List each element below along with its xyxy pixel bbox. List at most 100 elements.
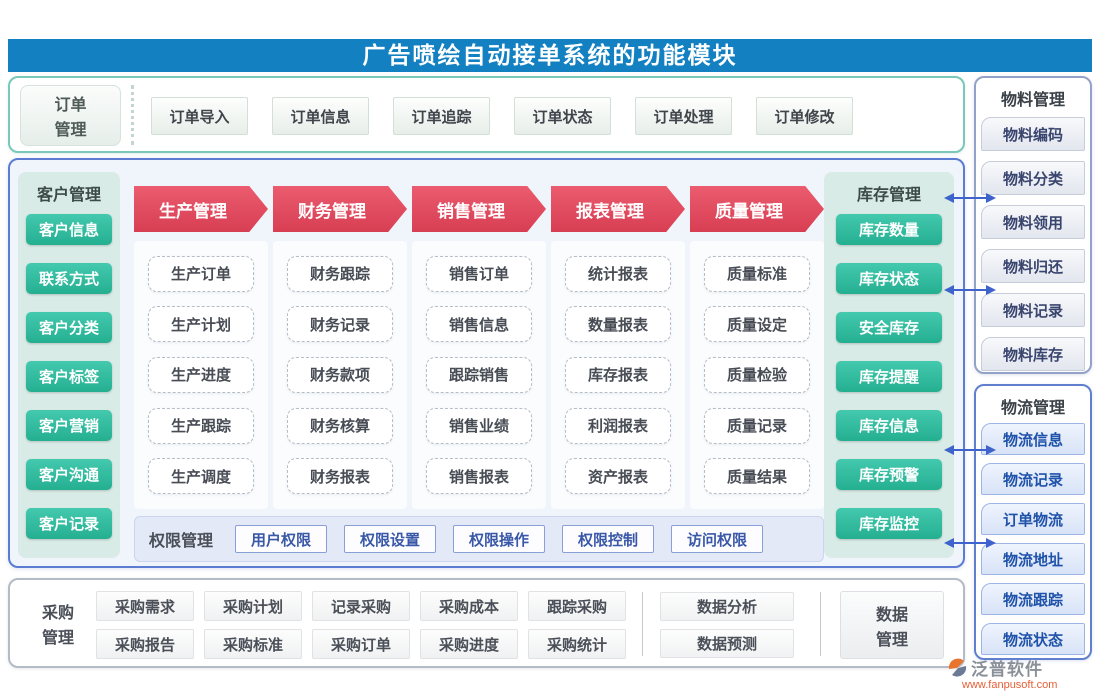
quality-item-button[interactable]: 质量结果 (704, 458, 810, 495)
logistics-item-button[interactable]: 物流信息 (981, 423, 1085, 455)
permission-item-button[interactable]: 用户权限 (235, 525, 328, 553)
logistics-item-button[interactable]: 物流记录 (981, 463, 1085, 495)
customer-item-button[interactable]: 联系方式 (26, 263, 112, 294)
data-label-line2: 管理 (875, 631, 908, 649)
quality-item-button[interactable]: 质量检验 (704, 356, 810, 393)
inventory-item-button[interactable]: 库存预警 (836, 459, 942, 490)
procurement-item-button[interactable]: 采购订单 (312, 629, 410, 659)
order-item-button[interactable]: 订单处理 (635, 97, 732, 135)
customer-button-list: 客户信息联系方式客户分类客户标签客户营销客户沟通客户记录 (18, 214, 120, 539)
finance-item-button[interactable]: 财务核算 (287, 407, 393, 444)
material-item-button[interactable]: 物料分类 (981, 161, 1085, 195)
logistics-item-button[interactable]: 物流跟踪 (981, 583, 1085, 615)
material-item-button[interactable]: 物料库存 (981, 337, 1085, 371)
permission-item-button[interactable]: 访问权限 (671, 525, 764, 553)
procurement-item-button[interactable]: 采购进度 (420, 629, 518, 659)
customer-item-button[interactable]: 客户记录 (26, 508, 112, 539)
report-item-button[interactable]: 数量报表 (565, 306, 671, 343)
report-item-button[interactable]: 统计报表 (565, 255, 671, 292)
data-item-button[interactable]: 数据预测 (660, 629, 794, 658)
inventory-item-button[interactable]: 库存监控 (836, 508, 942, 539)
procurement-item-button[interactable]: 跟踪采购 (528, 591, 626, 621)
report-item-button[interactable]: 资产报表 (565, 458, 671, 495)
customer-item-button[interactable]: 客户标签 (26, 361, 112, 392)
double-arrow-icon (944, 445, 996, 455)
brand-name: 泛普软件 (971, 660, 1043, 679)
procurement-item-button[interactable]: 采购标准 (204, 629, 302, 659)
customer-item-button[interactable]: 客户信息 (26, 214, 112, 245)
customer-item-button[interactable]: 客户营销 (26, 410, 112, 441)
inventory-item-button[interactable]: 安全库存 (836, 312, 942, 343)
procurement-item-button[interactable]: 采购需求 (96, 591, 194, 621)
customer-item-button[interactable]: 客户沟通 (26, 459, 112, 490)
sales-item-button[interactable]: 销售报表 (426, 458, 532, 495)
sales-item-button[interactable]: 销售业绩 (426, 407, 532, 444)
report-item-button[interactable]: 库存报表 (565, 356, 671, 393)
material-item-button[interactable]: 物料领用 (981, 205, 1085, 239)
order-item-button[interactable]: 订单状态 (514, 97, 611, 135)
finance-item-button[interactable]: 财务报表 (287, 458, 393, 495)
order-label-line1: 订单 (54, 97, 87, 114)
data-item-button[interactable]: 数据分析 (660, 592, 794, 621)
sales-column: 销售管理 销售订单销售信息跟踪销售销售业绩销售报表 (412, 186, 546, 509)
vertical-divider (820, 592, 821, 656)
logistics-item-button[interactable]: 物流地址 (981, 543, 1085, 575)
permission-item-button[interactable]: 权限控制 (562, 525, 655, 553)
fanpu-logo-icon (948, 658, 967, 677)
sales-item-button[interactable]: 销售信息 (426, 306, 532, 343)
page-title: 广告喷绘自动接单系统的功能模块 (8, 39, 1092, 72)
quality-item-button[interactable]: 质量标准 (704, 255, 810, 292)
procurement-label-line1: 采购 (41, 604, 74, 622)
production-item-button[interactable]: 生产计划 (148, 306, 254, 343)
procurement-button-grid: 采购需求 采购计划 记录采购 采购成本 跟踪采购 采购报告 采购标准 采购订单 采购进度 采购统… (96, 591, 626, 659)
customer-item-button[interactable]: 客户分类 (26, 312, 112, 343)
permission-item-button[interactable]: 权限设置 (344, 525, 437, 553)
finance-item-button[interactable]: 财务款项 (287, 356, 393, 393)
data-management-label: 数据 管理 (840, 591, 944, 659)
inventory-item-button[interactable]: 库存数量 (836, 214, 942, 245)
procurement-item-button[interactable]: 记录采购 (312, 591, 410, 621)
production-item-button[interactable]: 生产跟踪 (148, 407, 254, 444)
order-item-button[interactable]: 订单追踪 (393, 97, 490, 135)
production-item-button[interactable]: 生产进度 (148, 356, 254, 393)
report-column: 报表管理 统计报表数量报表库存报表利润报表资产报表 (551, 186, 685, 509)
finance-column: 财务管理 财务跟踪 财务记录 财务款项 财务核算 财务报表 (273, 186, 407, 509)
quality-item-button[interactable]: 质量设定 (704, 306, 810, 343)
production-item-button[interactable]: 生产订单 (148, 255, 254, 292)
material-item-button[interactable]: 物料记录 (981, 293, 1085, 327)
sales-header: 销售管理 (412, 186, 546, 232)
order-button-list: 订单导入 订单信息 订单追踪 订单状态 订单处理 订单修改 (151, 97, 853, 135)
inventory-item-button[interactable]: 库存信息 (836, 410, 942, 441)
order-item-button[interactable]: 订单信息 (272, 97, 369, 135)
sales-item-list: 销售订单销售信息跟踪销售销售业绩销售报表 (412, 241, 546, 509)
order-item-button[interactable]: 订单导入 (151, 97, 248, 135)
order-management-panel: 订单 管理 订单导入 订单信息 订单追踪 订单状态 订单处理 订单修改 (8, 76, 965, 153)
logistics-item-button[interactable]: 物流状态 (981, 623, 1085, 655)
function-columns: 生产管理 生产订单 生产计划 生产进度 生产跟踪 生产调度 财务管理 财务跟踪 财务记录财… (134, 186, 824, 509)
material-item-button[interactable]: 物料编码 (981, 117, 1085, 151)
inventory-button-list: 库存数量库存状态安全库存库存提醒库存信息库存预警库存监控 (824, 214, 954, 539)
finance-item-button[interactable]: 财务记录 (287, 306, 393, 343)
logistics-item-button[interactable]: 订单物流 (981, 503, 1085, 535)
logistics-button-list: 物流信息物流记录订单物流物流地址物流跟踪物流状态 (976, 423, 1090, 655)
permission-item-button[interactable]: 权限操作 (453, 525, 546, 553)
quality-item-button[interactable]: 质量记录 (704, 407, 810, 444)
inventory-item-button[interactable]: 库存提醒 (836, 361, 942, 392)
inventory-item-button[interactable]: 库存状态 (836, 263, 942, 294)
production-item-button[interactable]: 生产调度 (148, 458, 254, 495)
order-label-line2: 管理 (54, 122, 87, 139)
report-item-button[interactable]: 利润报表 (565, 407, 671, 444)
finance-item-button[interactable]: 财务跟踪 (287, 255, 393, 292)
fanpu-logo: 泛普软件 www.fanpusoft.com (948, 655, 1098, 691)
material-item-button[interactable]: 物料归还 (981, 249, 1085, 283)
order-item-button[interactable]: 订单修改 (756, 97, 853, 135)
report-header: 报表管理 (551, 186, 685, 232)
sales-item-button[interactable]: 跟踪销售 (426, 356, 532, 393)
quality-item-list: 质量标准质量设定质量检验质量记录质量结果 (690, 241, 824, 509)
procurement-item-button[interactable]: 采购成本 (420, 591, 518, 621)
sales-item-button[interactable]: 销售订单 (426, 255, 532, 292)
procurement-item-button[interactable]: 采购统计 (528, 629, 626, 659)
procurement-item-button[interactable]: 采购计划 (204, 591, 302, 621)
procurement-item-button[interactable]: 采购报告 (96, 629, 194, 659)
